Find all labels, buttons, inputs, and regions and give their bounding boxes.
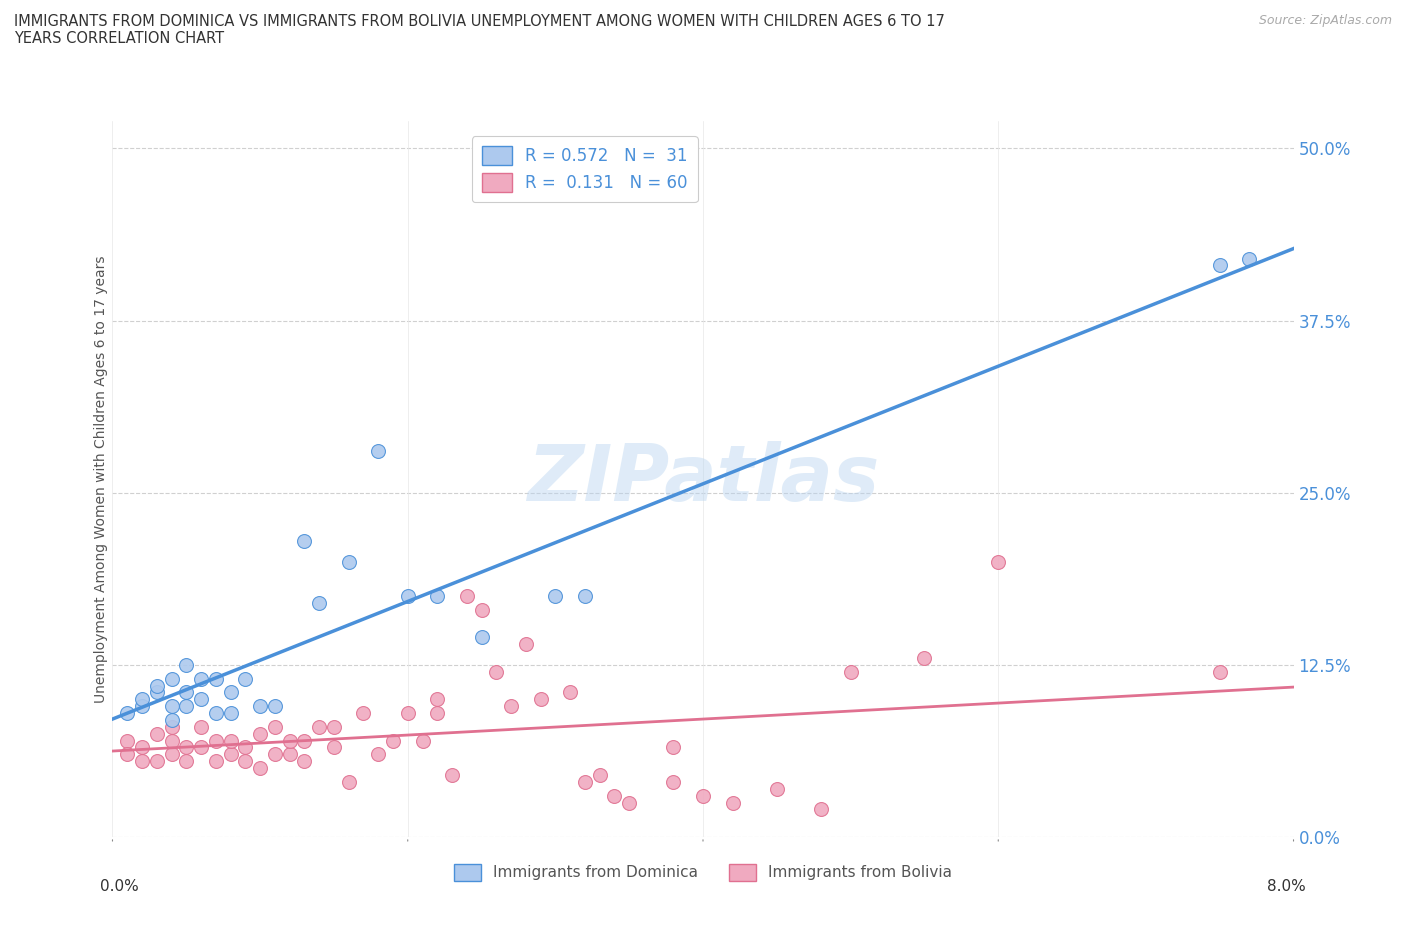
Point xyxy=(264,698,287,713)
Point xyxy=(160,712,183,727)
Point xyxy=(471,630,494,644)
Point xyxy=(190,692,212,707)
Legend: Immigrants from Dominica, Immigrants from Bolivia: Immigrants from Dominica, Immigrants fro… xyxy=(447,857,959,886)
Point xyxy=(249,726,271,741)
Point xyxy=(426,692,449,707)
Point xyxy=(292,754,315,769)
Text: IMMIGRANTS FROM DOMINICA VS IMMIGRANTS FROM BOLIVIA UNEMPLOYMENT AMONG WOMEN WIT: IMMIGRANTS FROM DOMINICA VS IMMIGRANTS F… xyxy=(14,14,945,46)
Point xyxy=(308,595,330,610)
Point xyxy=(160,733,183,748)
Point xyxy=(692,789,714,804)
Point xyxy=(131,692,153,707)
Point xyxy=(810,802,832,817)
Point xyxy=(174,740,197,755)
Point xyxy=(131,754,153,769)
Point xyxy=(249,761,271,776)
Point xyxy=(515,637,537,652)
Point xyxy=(367,444,389,458)
Point xyxy=(174,698,197,713)
Text: Source: ZipAtlas.com: Source: ZipAtlas.com xyxy=(1258,14,1392,27)
Point xyxy=(160,720,183,735)
Point xyxy=(160,747,183,762)
Point xyxy=(205,671,228,686)
Point xyxy=(174,685,197,700)
Point xyxy=(574,589,596,604)
Point xyxy=(323,720,346,735)
Point xyxy=(264,747,287,762)
Point xyxy=(205,754,228,769)
Point xyxy=(839,664,862,679)
Point xyxy=(544,589,567,604)
Point xyxy=(987,554,1010,569)
Point xyxy=(619,795,641,810)
Point xyxy=(337,775,360,790)
Point xyxy=(485,664,508,679)
Text: 0.0%: 0.0% xyxy=(100,879,139,894)
Point xyxy=(574,775,596,790)
Point xyxy=(292,733,315,748)
Point xyxy=(233,754,256,769)
Point xyxy=(382,733,405,748)
Point xyxy=(117,747,138,762)
Point xyxy=(278,747,301,762)
Point xyxy=(1208,258,1232,272)
Point xyxy=(190,740,212,755)
Point xyxy=(588,767,610,782)
Point xyxy=(219,685,242,700)
Point xyxy=(337,554,360,569)
Text: ZIPatlas: ZIPatlas xyxy=(527,441,879,517)
Point xyxy=(131,740,153,755)
Point xyxy=(174,658,197,672)
Point xyxy=(146,685,169,700)
Point xyxy=(205,733,228,748)
Point xyxy=(233,740,256,755)
Point xyxy=(219,706,242,721)
Point xyxy=(190,720,212,735)
Point xyxy=(1208,664,1232,679)
Point xyxy=(190,671,212,686)
Point xyxy=(426,589,449,604)
Point xyxy=(160,671,183,686)
Point xyxy=(219,747,242,762)
Point xyxy=(205,706,228,721)
Point xyxy=(278,733,301,748)
Point xyxy=(146,726,169,741)
Point xyxy=(765,781,787,796)
Point xyxy=(426,706,449,721)
Point xyxy=(264,720,287,735)
Point xyxy=(146,754,169,769)
Point xyxy=(603,789,626,804)
Point xyxy=(131,698,153,713)
Point xyxy=(662,775,685,790)
Point xyxy=(308,720,330,735)
Point xyxy=(560,685,582,700)
Point xyxy=(117,706,138,721)
Point xyxy=(662,740,685,755)
Point xyxy=(396,706,419,721)
Point xyxy=(501,698,523,713)
Point xyxy=(174,754,197,769)
Point xyxy=(721,795,744,810)
Point xyxy=(367,747,389,762)
Point xyxy=(529,692,551,707)
Point xyxy=(396,589,419,604)
Point xyxy=(233,671,256,686)
Point xyxy=(323,740,346,755)
Point xyxy=(292,534,315,549)
Point xyxy=(160,698,183,713)
Point xyxy=(1239,251,1261,266)
Point xyxy=(219,733,242,748)
Point xyxy=(441,767,464,782)
Point xyxy=(117,733,138,748)
Point xyxy=(456,589,478,604)
Y-axis label: Unemployment Among Women with Children Ages 6 to 17 years: Unemployment Among Women with Children A… xyxy=(94,255,108,703)
Point xyxy=(412,733,434,748)
Point xyxy=(249,698,271,713)
Point xyxy=(352,706,374,721)
Point xyxy=(914,651,936,666)
Point xyxy=(471,603,494,618)
Point xyxy=(146,678,169,693)
Text: 8.0%: 8.0% xyxy=(1267,879,1306,894)
